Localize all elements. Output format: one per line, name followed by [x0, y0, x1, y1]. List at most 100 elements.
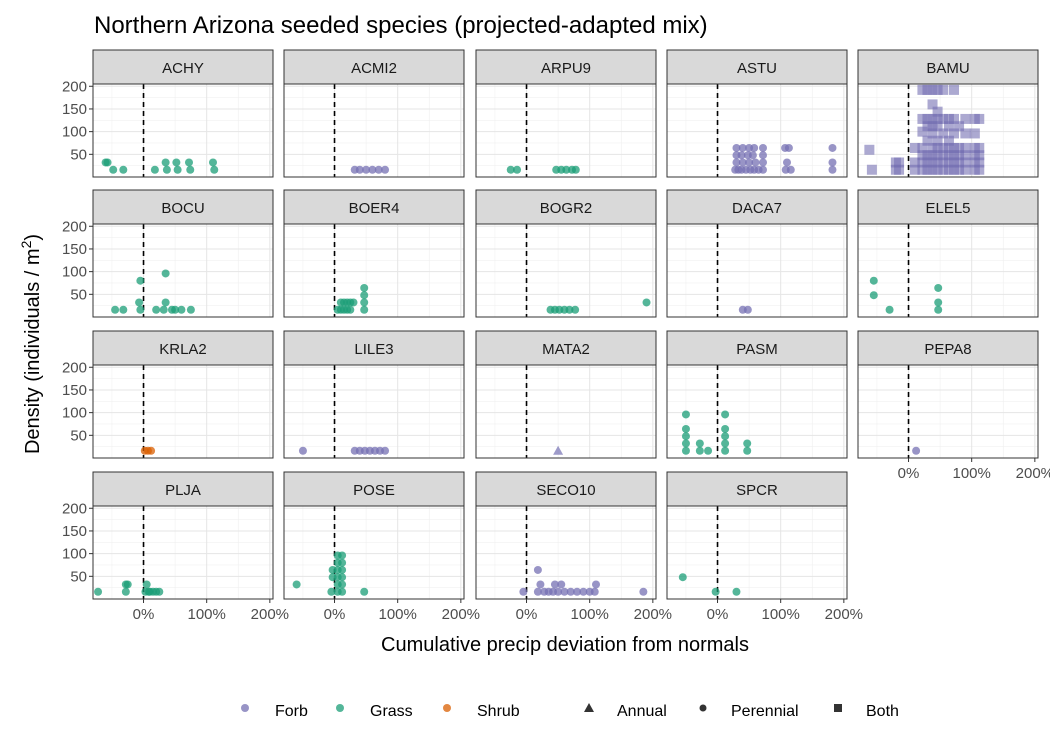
data-point — [186, 165, 195, 174]
data-point — [783, 158, 791, 167]
facet-panel: PASM — [666, 330, 848, 459]
facet-strip-label: POSE — [353, 482, 395, 499]
data-point-both — [917, 164, 928, 175]
data-point — [374, 165, 383, 174]
data-point-both — [917, 84, 928, 95]
data-point — [360, 298, 369, 307]
panel-border — [857, 364, 1039, 459]
data-point-both — [960, 142, 971, 153]
panel-border — [666, 83, 848, 178]
data-point-both — [927, 164, 938, 175]
legend-key-shrub — [443, 704, 451, 712]
data-point — [721, 446, 730, 455]
x-tick-label: 200% — [251, 606, 289, 623]
facet-panel: BOGR2 — [475, 189, 657, 318]
data-point — [513, 165, 522, 174]
facet-strip-label: KRLA2 — [159, 341, 207, 358]
panel-border — [92, 223, 274, 318]
panel-border — [666, 223, 848, 318]
data-point-both — [960, 157, 971, 168]
facet-panel: ACHY 50 100 150 200 — [62, 49, 274, 178]
x-tick-label: 200% — [442, 606, 480, 623]
panel-border — [475, 505, 657, 600]
data-point — [732, 158, 741, 167]
facet-panel: ELEL5 — [857, 189, 1039, 318]
panel-border — [857, 223, 1039, 318]
data-point — [381, 446, 390, 455]
data-point — [123, 580, 132, 589]
facet-strip — [283, 330, 465, 366]
x-tick-label: 100% — [952, 465, 990, 482]
facet-panel: PLJA 50 100 150 200 0% 100% 200% — [62, 471, 289, 623]
data-point — [743, 446, 752, 455]
y-tick-label: 100 — [62, 546, 87, 563]
y-tick-label: 200 — [62, 359, 87, 376]
data-point-both — [917, 113, 928, 124]
panel-background — [476, 224, 656, 317]
y-tick-label: 50 — [70, 568, 87, 585]
data-point — [381, 165, 390, 174]
data-point — [136, 305, 145, 314]
data-point-both — [894, 164, 905, 175]
data-point — [519, 587, 528, 596]
facet-strip — [857, 189, 1039, 225]
data-point-both — [974, 113, 985, 124]
data-point — [111, 305, 120, 314]
data-point — [355, 165, 364, 174]
facet-strip-label: ARPU9 — [541, 60, 591, 77]
facet-strip — [475, 189, 657, 225]
data-point — [338, 573, 347, 582]
data-point — [536, 580, 545, 589]
data-point-both — [954, 164, 965, 175]
panel-background — [858, 224, 1038, 317]
data-point — [579, 587, 588, 596]
data-point-both — [954, 157, 965, 168]
y-tick-label: 50 — [70, 146, 87, 163]
y-axis-title-superscript: 2 — [18, 240, 34, 248]
data-point — [869, 276, 878, 285]
data-point — [550, 580, 559, 589]
data-point — [292, 580, 301, 589]
data-point — [738, 158, 747, 167]
data-point-both — [927, 121, 938, 132]
panel-border — [283, 364, 465, 459]
data-point-both — [960, 128, 971, 139]
legend-label-forb: Forb — [275, 703, 308, 720]
facet-panel: ARPU9 — [475, 49, 657, 178]
data-point — [152, 305, 161, 314]
y-axis-title-close: ) — [22, 234, 44, 241]
data-point — [327, 587, 336, 596]
data-point — [119, 305, 128, 314]
data-point-both — [922, 164, 933, 175]
facet-panel: BAMU — [857, 49, 1039, 178]
facet-strip-label: ACHY — [162, 60, 204, 77]
data-point — [748, 151, 757, 160]
data-point — [912, 446, 921, 455]
facet-strip-label: ASTU — [737, 60, 777, 77]
data-point — [639, 587, 648, 596]
facet-strip — [666, 49, 848, 85]
x-tick-label: 0% — [898, 465, 920, 482]
data-point-both — [917, 150, 928, 161]
data-point — [573, 587, 582, 596]
data-point — [828, 143, 837, 152]
data-point-both — [932, 164, 943, 175]
x-tick-label: 0% — [516, 606, 538, 623]
legend-label-grass: Grass — [370, 703, 413, 720]
data-point — [934, 283, 943, 292]
data-point-both — [938, 157, 949, 168]
chart-title: Northern Arizona seeded species (project… — [94, 12, 708, 39]
data-point — [360, 305, 369, 314]
panel-background — [476, 365, 656, 458]
legend-label-both: Both — [866, 703, 899, 720]
data-point — [784, 143, 793, 152]
y-tick-label: 100 — [62, 264, 87, 281]
data-point — [360, 587, 369, 596]
facet-panels: ACHY 50 100 150 200 ACMI2 ARPU9 ASTU BAMU BOCU 50 1… — [62, 49, 1050, 623]
panel-border — [475, 364, 657, 459]
data-point — [721, 410, 730, 419]
data-point-both — [922, 150, 933, 161]
data-point — [571, 165, 580, 174]
data-point — [185, 158, 193, 167]
y-tick-label: 100 — [62, 405, 87, 422]
